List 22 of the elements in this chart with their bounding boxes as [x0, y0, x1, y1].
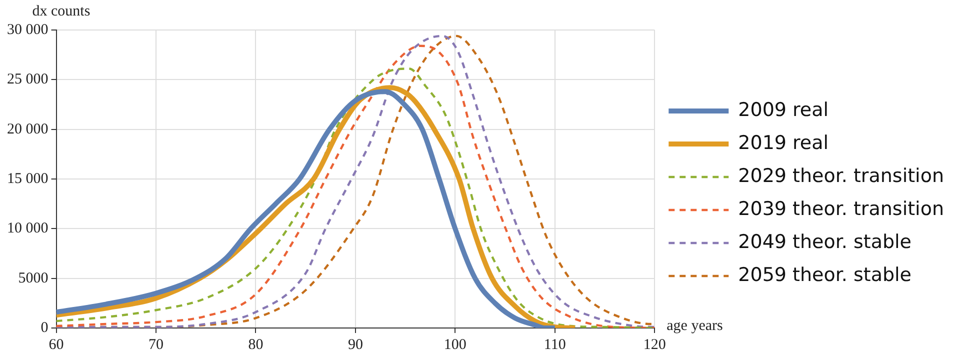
legend-label: 2049 theor. stable [738, 230, 912, 253]
legend-label: 2029 theor. transition [738, 164, 944, 187]
y-tick-label: 10 000 [7, 220, 48, 237]
x-tick-label: 110 [544, 336, 566, 353]
y-tick-label: 5000 [18, 270, 48, 286]
y-tick-label: 15 000 [7, 170, 48, 187]
x-tick-label: 70 [148, 336, 164, 353]
y-tick-label: 25 000 [7, 72, 48, 88]
x-tick-label: 120 [643, 336, 666, 353]
y-tick-label: 0 [40, 320, 48, 336]
x-tick-label: 60 [48, 336, 64, 353]
y-axis-title: dx counts [32, 3, 90, 20]
y-tick-label: 20 000 [7, 121, 48, 138]
y-tick-label: 30 000 [7, 22, 48, 38]
legend-label: 2039 theor. transition [738, 198, 944, 220]
x-tick-label: 90 [348, 336, 363, 353]
legend-label: 2019 real [738, 132, 829, 154]
x-axis-title: age years [666, 318, 724, 334]
legend-label: 2009 real [738, 98, 829, 121]
legend-label: 2059 theor. stable [738, 264, 912, 286]
x-tick-label: 100 [444, 336, 466, 353]
x-tick-label: 80 [248, 336, 264, 353]
